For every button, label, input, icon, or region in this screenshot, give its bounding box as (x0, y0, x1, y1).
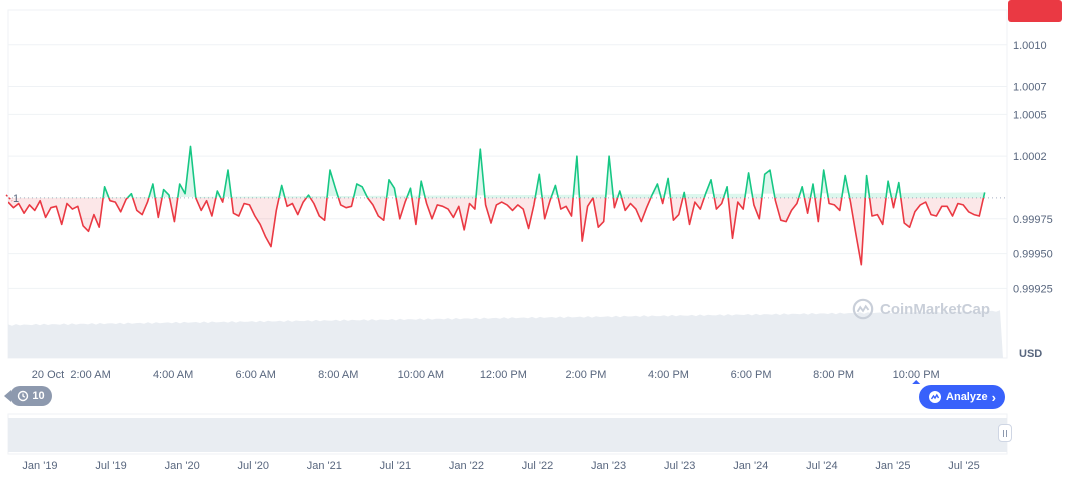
series-line-up (102, 145, 986, 198)
volume-area (8, 310, 1003, 358)
y-tick-label: 0.99950 (1013, 249, 1053, 261)
x-tick-label: 10:00 PM (893, 369, 940, 381)
y-tick-label: 0.99975 (1013, 214, 1053, 226)
baseline-label: 1 (13, 193, 19, 205)
price-badge-text: 0.99994 (1015, 0, 1056, 3)
y-tick-label: 1.0010 (1013, 40, 1047, 52)
coinmarketcap-watermark: CoinMarketCap (852, 298, 990, 320)
watermark-text: CoinMarketCap (880, 300, 991, 318)
x-tick-label: 8:00 PM (813, 369, 854, 381)
range-tick-label: Jul '24 (806, 460, 837, 472)
range-tick-label: Jan '19 (22, 460, 57, 472)
chevron-right-icon: › (991, 389, 996, 405)
range-tick-label: Jul '22 (522, 460, 553, 472)
range-tick-label: Jul '19 (95, 460, 126, 472)
y-tick-label: 1.0005 (1013, 109, 1047, 121)
analyze-icon (929, 391, 942, 403)
history-button-label: 10 (32, 390, 45, 402)
range-tick-label: Jan '20 (165, 460, 200, 472)
range-tick-label: Jan '25 (875, 460, 910, 472)
range-navigator[interactable]: Jan '19 Jul '19 Jan '20 Jul '20 Jan '21 Jul '… (7, 413, 1008, 472)
x-tick-label: 6:00 AM (236, 369, 276, 381)
x-tick-label: 8:00 AM (318, 369, 358, 381)
current-price-badge: 0.99994 (1008, 0, 1062, 22)
range-slider-handle[interactable] (998, 424, 1012, 442)
x-tick-label: 4:00 AM (153, 369, 193, 381)
x-tick-label: 12:00 PM (480, 369, 527, 381)
analyze-button-label: Analyze (946, 391, 988, 403)
y-tick-label: 0.99925 (1013, 283, 1053, 295)
currency-label: USD (1019, 348, 1043, 360)
history-button[interactable]: 10 (4, 386, 52, 406)
range-tick-label: Jul '23 (664, 460, 695, 472)
coinmarketcap-logo-icon (852, 298, 874, 320)
series-line-down (8, 197, 985, 266)
volume-bars (8, 310, 1003, 358)
price-badge-bg (1008, 0, 1062, 22)
price-line: 1 (5, 145, 986, 266)
range-tick-label: Jul '21 (380, 460, 411, 472)
y-tick-label: 1.0002 (1013, 151, 1047, 163)
history-icon (18, 390, 29, 402)
x-tick-label: 4:00 PM (648, 369, 689, 381)
analyze-button[interactable]: Analyze › (919, 385, 1005, 409)
x-tick-label: 2:00 AM (70, 369, 110, 381)
y-tick-label: 1.0007 (1013, 82, 1047, 94)
x-tick-label: 2:00 PM (565, 369, 606, 381)
range-tick-label: Jul '25 (948, 460, 979, 472)
x-axis-ticks: 20 Oct 2:00 AM 4:00 AM 6:00 AM 8:00 AM 10:00 … (32, 369, 940, 384)
range-tick-label: Jul '20 (238, 460, 269, 472)
start-marker (5, 194, 13, 202)
range-navigator-selection[interactable] (8, 418, 1007, 452)
analyze-pointer (912, 380, 921, 384)
x-tick-label: 20 Oct (32, 369, 64, 381)
x-tick-label: 6:00 PM (731, 369, 772, 381)
range-tick-label: Jan '24 (733, 460, 768, 472)
range-tick-label: Jan '21 (307, 460, 342, 472)
range-tick-label: Jan '23 (591, 460, 626, 472)
range-tick-label: Jan '22 (449, 460, 484, 472)
x-tick-label: 10:00 AM (398, 369, 444, 381)
y-axis-ticks: 1.0010 1.0007 1.0005 1.0002 0.99975 0.99950 0.… (1013, 40, 1053, 296)
